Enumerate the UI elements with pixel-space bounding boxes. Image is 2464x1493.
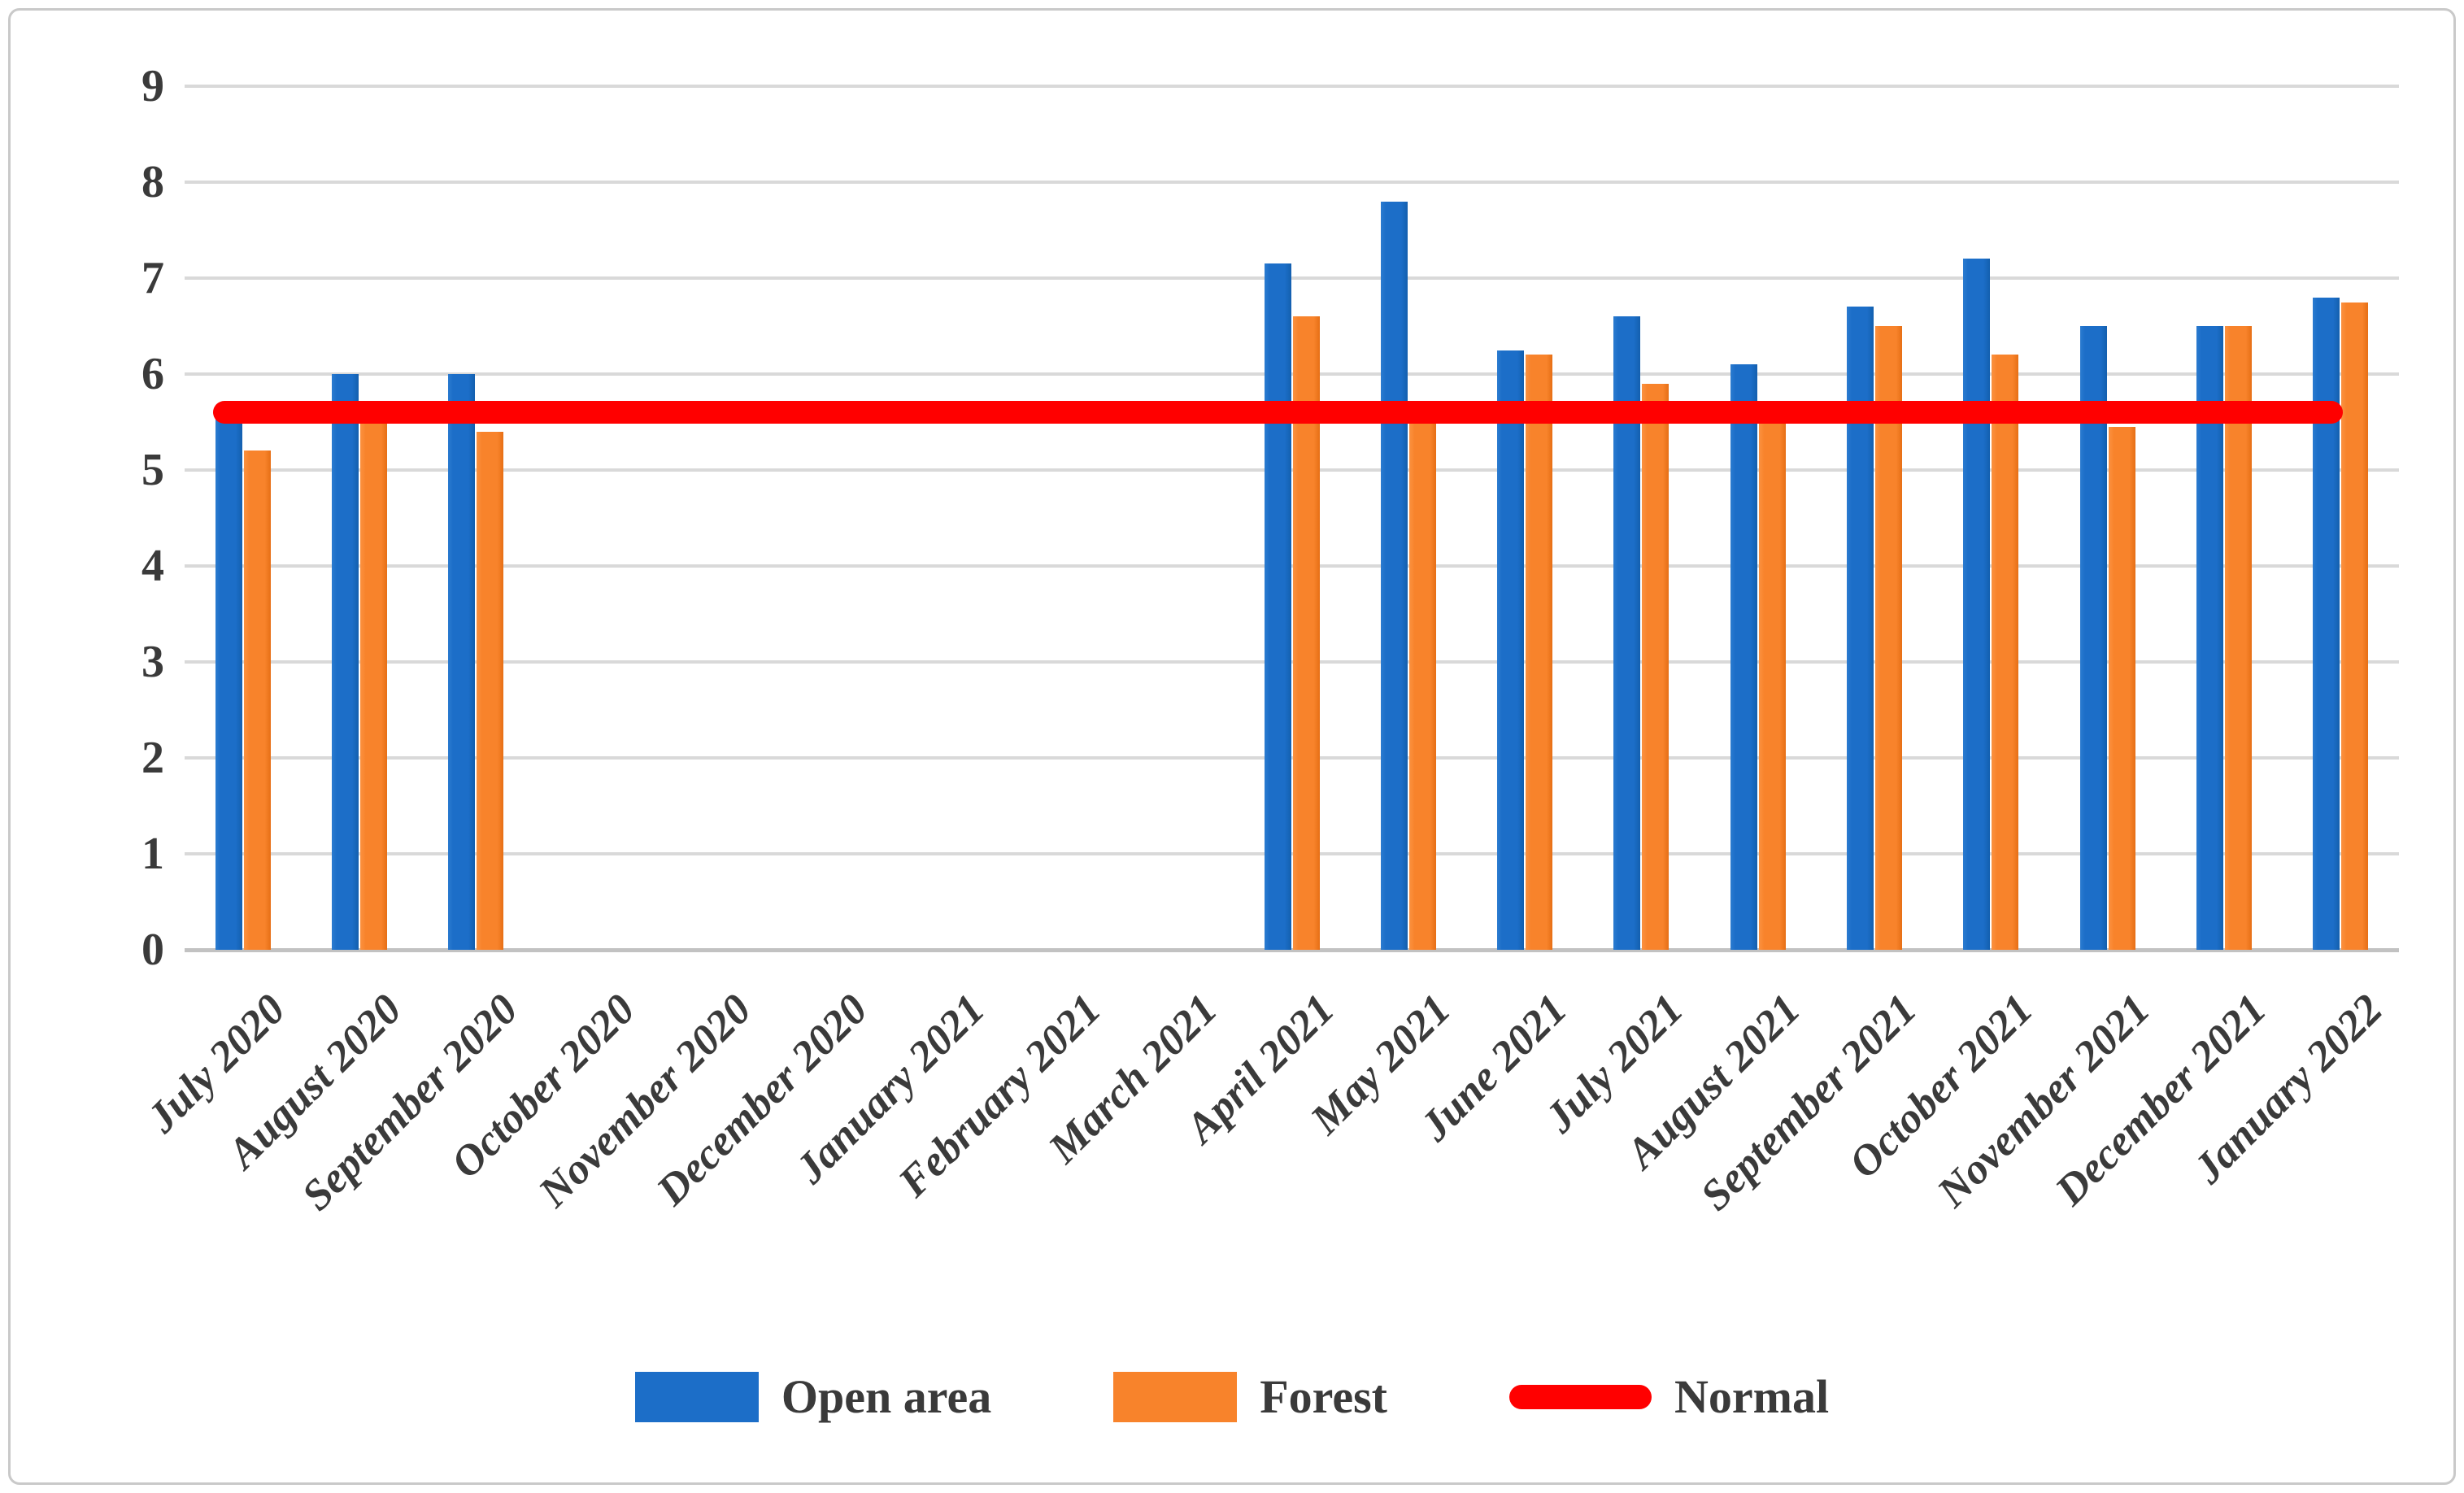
y-axis-tick-label-3: 3 <box>141 637 164 687</box>
gridline-y-7 <box>185 276 2399 280</box>
bar-forest-september-2021 <box>1875 326 1903 950</box>
bar-open-area-may-2021 <box>1380 201 1408 950</box>
gridline-y-9 <box>185 85 2399 88</box>
bar-open-area-april-2021 <box>1264 263 1291 950</box>
bar-forest-october-2021 <box>1992 355 2019 950</box>
gridline-y-4 <box>185 564 2399 568</box>
bar-open-area-september-2020 <box>448 374 476 950</box>
legend-swatch-forest <box>1113 1372 1238 1422</box>
bar-open-area-december-2021 <box>2196 326 2224 950</box>
bar-forest-july-2020 <box>243 451 271 950</box>
gridline-y-5 <box>185 468 2399 472</box>
x-axis-label-december-2021: December 2021 <box>2046 986 2276 1215</box>
gridline-y-1 <box>185 852 2399 855</box>
y-axis-tick-label-4: 4 <box>141 541 164 591</box>
legend-label-open-area: Open area <box>781 1370 992 1423</box>
bar-forest-november-2021 <box>2108 426 2135 950</box>
bar-forest-august-2020 <box>359 422 387 950</box>
y-axis-tick-label-5: 5 <box>141 445 164 495</box>
bar-open-area-november-2021 <box>2079 326 2107 950</box>
bar-open-area-august-2020 <box>331 374 359 950</box>
x-axis-label-september-2020: September 2020 <box>293 986 528 1220</box>
bar-forest-july-2021 <box>1642 383 1670 950</box>
bar-forest-august-2021 <box>1758 422 1786 950</box>
bar-forest-september-2020 <box>477 431 504 950</box>
gridline-y-8 <box>185 181 2399 184</box>
x-axis-label-november-2021: November 2021 <box>1928 986 2159 1217</box>
y-axis-tick-label-6: 6 <box>141 349 164 399</box>
legend-swatch-open-area <box>634 1372 759 1422</box>
gridline-y-3 <box>185 660 2399 664</box>
bar-open-area-january-2022 <box>2313 297 2340 950</box>
legend-item-open-area: Open area <box>634 1370 992 1423</box>
x-axis-label-november-2020: November 2020 <box>529 986 760 1217</box>
gridline-y-6 <box>185 372 2399 376</box>
bar-open-area-october-2021 <box>1963 259 1991 950</box>
bar-forest-may-2021 <box>1408 422 1436 950</box>
figure-border <box>8 8 2456 1485</box>
y-axis-tick-label-8: 8 <box>141 157 164 207</box>
bar-forest-june-2021 <box>1526 355 1553 950</box>
legend-label-forest: Forest <box>1260 1370 1387 1423</box>
legend-item-forest: Forest <box>1113 1371 1387 1423</box>
y-axis-tick-label-1: 1 <box>141 829 164 879</box>
x-axis-label-february-2021: February 2021 <box>889 986 1110 1207</box>
y-axis-tick-label-0: 0 <box>141 925 164 975</box>
legend-item-normal: Normal <box>1509 1371 1829 1423</box>
bar-forest-december-2021 <box>2225 326 2253 950</box>
legend-swatch-normal-line <box>1509 1385 1652 1409</box>
gridline-y-2 <box>185 756 2399 760</box>
x-axis-label-december-2020: December 2020 <box>647 986 877 1215</box>
normal-line <box>212 401 2344 424</box>
legend-label-normal: Normal <box>1674 1370 1830 1423</box>
x-axis-line <box>185 948 2399 952</box>
y-axis-tick-label-7: 7 <box>141 253 164 303</box>
bar-open-area-june-2021 <box>1497 350 1525 950</box>
bar-forest-january-2022 <box>2341 302 2369 950</box>
bar-open-area-august-2021 <box>1730 364 1757 950</box>
y-axis-tick-label-9: 9 <box>141 61 164 111</box>
legend: Open area Forest Normal <box>0 1365 2464 1430</box>
bar-open-area-july-2020 <box>215 417 242 950</box>
y-axis-tick-label-2: 2 <box>141 733 164 783</box>
